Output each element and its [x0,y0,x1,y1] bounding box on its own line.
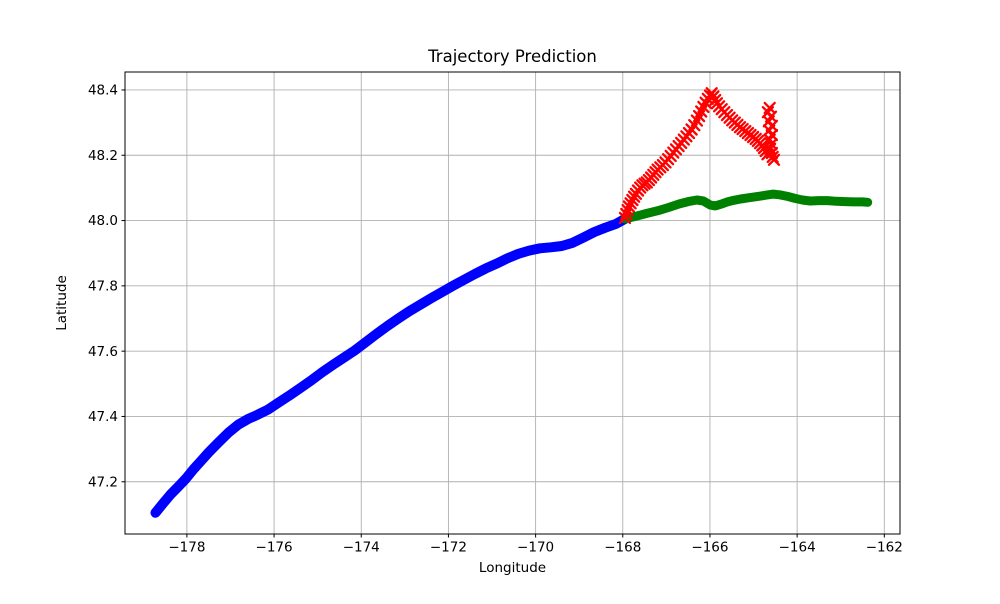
y-tick-label: 47.6 [88,344,118,360]
x-marker [767,153,781,166]
plot-area: −178 −176 −174 −172 −170 −168 −166 −164 −162 47.2… [88,71,903,556]
axes-spines [124,71,901,535]
x-marker [621,203,634,217]
chart-title: Trajectory Prediction [427,47,597,66]
y-tick-label: 47.4 [88,409,118,425]
axes-background [125,72,900,534]
x-tick-label: −164 [779,540,816,556]
x-tick-label: −168 [604,540,641,556]
x-tick-label: −174 [343,540,380,556]
x-tick-label: −166 [691,540,728,556]
series-red-prediction [618,87,781,225]
x-tick-label: −172 [430,540,467,556]
y-tick-label: 47.2 [88,474,118,490]
x-tick-label: −170 [517,540,554,556]
y-tick-label: 48.2 [88,148,118,164]
y-tick-label: 48.4 [88,83,118,99]
y-axis-label: Latitude [54,275,70,331]
x-tick-label: −178 [168,540,205,556]
x-axis-label: Longitude [479,560,546,576]
y-tick-label: 47.8 [88,278,118,294]
series-blue-trajectory [150,213,630,518]
x-tick-label: −162 [866,540,903,556]
series-green-trajectory [620,189,873,224]
x-tick-label: −176 [256,540,293,556]
x-marker [765,146,779,160]
y-tick-label: 48.0 [88,213,118,229]
